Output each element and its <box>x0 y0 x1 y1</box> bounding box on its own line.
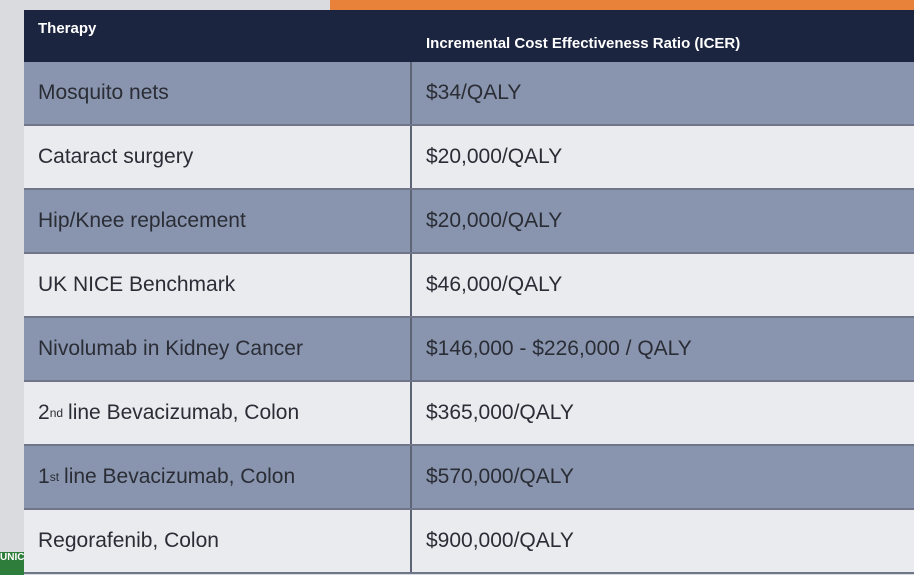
table-row: Regorafenib, Colon $900,000/QALY <box>24 510 914 574</box>
icer-cell: $570,000/QALY <box>426 465 574 488</box>
icer-cell: $20,000/QALY <box>426 145 563 168</box>
table-row: Nivolumab in Kidney Cancer $146,000 - $22… <box>24 318 914 382</box>
header-row: Therapy Incremental Cost Effectiveness R… <box>24 10 914 62</box>
icer-cell: $46,000/QALY <box>426 273 563 296</box>
accent-bar <box>330 0 914 10</box>
icer-cell: $20,000/QALY <box>426 209 563 232</box>
ordinal-number: 1 <box>38 465 50 488</box>
table-row: Hip/Knee replacement $20,000/QALY <box>24 190 914 254</box>
icer-cell: $900,000/QALY <box>426 529 574 552</box>
table-row: Mosquito nets $34/QALY <box>24 62 914 126</box>
table-row: Cataract surgery $20,000/QALY <box>24 126 914 190</box>
therapy-cell: UK NICE Benchmark <box>24 254 412 316</box>
table-row: UK NICE Benchmark $46,000/QALY <box>24 254 914 318</box>
icer-table: Therapy Incremental Cost Effectiveness R… <box>24 10 914 574</box>
header-cell: Therapy <box>38 20 97 37</box>
therapy-text: line Bevacizumab, Colon <box>64 465 296 488</box>
icer-cell: $365,000/QALY <box>426 401 574 424</box>
therapy-cell: Regorafenib, Colon <box>24 510 412 572</box>
therapy-cell: Nivolumab in Kidney Cancer <box>24 318 412 380</box>
therapy-cell: Mosquito nets <box>24 62 412 124</box>
therapy-cell: Cataract surgery <box>24 126 412 188</box>
icer-cell: $34/QALY <box>426 81 522 104</box>
icer-cell: $146,000 - $226,000 / QALY <box>426 337 692 360</box>
ordinal-suffix: st <box>49 470 60 484</box>
therapy-text: line Bevacizumab, Colon <box>68 401 300 424</box>
header-cell: Incremental Cost Effectiveness Ratio (IC… <box>426 35 741 52</box>
ordinal-suffix: nd <box>49 406 64 420</box>
logo: UNIC <box>0 552 24 575</box>
therapy-cell: Hip/Knee replacement <box>24 190 412 252</box>
ordinal-number: 2 <box>38 401 50 424</box>
